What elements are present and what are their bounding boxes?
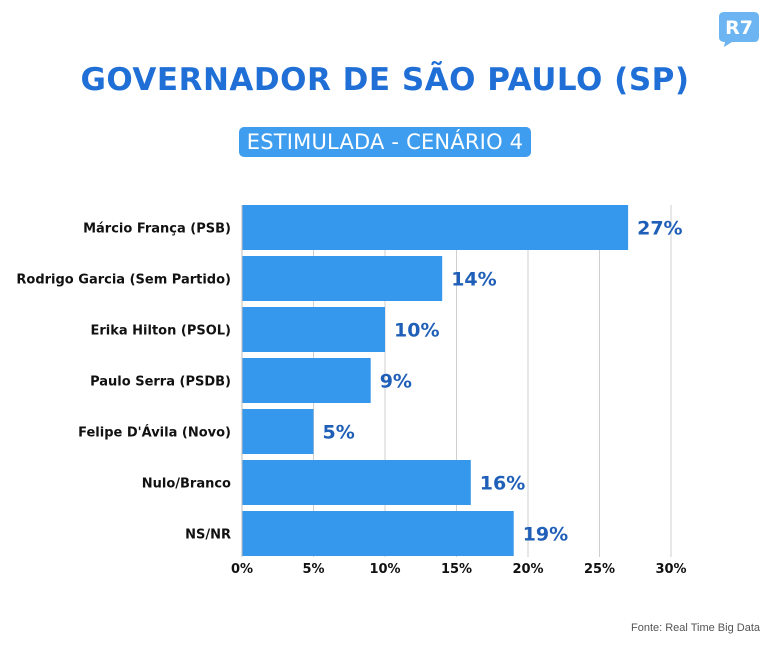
r7-logo: R7 — [719, 12, 759, 47]
x-tick-label: 0% — [231, 562, 253, 577]
category-label: Márcio França (PSB) — [83, 222, 231, 237]
category-label: Felipe D'Ávila (Novo) — [78, 425, 231, 441]
x-tick-label: 25% — [584, 562, 615, 577]
x-tick-label: 20% — [512, 562, 543, 577]
bar-chart: Márcio França (PSB) 27% Rodrigo Garcia (Se… — [16, 205, 687, 577]
x-tick-label: 5% — [302, 562, 324, 577]
value-label: 5% — [323, 422, 355, 444]
page-title: GOVERNADOR DE SÃO PAULO (SP) — [80, 62, 690, 98]
bar — [242, 460, 471, 505]
bar — [242, 358, 371, 403]
x-tick-label: 10% — [369, 562, 400, 577]
x-tick-label: 15% — [441, 562, 472, 577]
bar — [242, 511, 514, 556]
bar — [242, 256, 443, 301]
value-label: 27% — [637, 218, 682, 240]
bar — [242, 205, 629, 250]
value-label: 14% — [451, 269, 496, 291]
value-label: 10% — [394, 320, 439, 342]
bar — [242, 307, 385, 352]
category-label: Paulo Serra (PSDB) — [90, 375, 231, 390]
logo-text: R7 — [725, 17, 753, 39]
category-label: Nulo/Branco — [142, 477, 231, 492]
x-tick-label: 30% — [655, 562, 686, 577]
logo-badge-shape — [719, 12, 759, 47]
value-label: 19% — [523, 524, 568, 546]
value-label: 16% — [480, 473, 525, 495]
source-note: Fonte: Real Time Big Data — [630, 622, 760, 634]
category-label: Rodrigo Garcia (Sem Partido) — [16, 273, 231, 288]
value-label: 9% — [380, 371, 412, 393]
category-label: Erika Hilton (PSOL) — [90, 324, 231, 339]
bar — [242, 409, 314, 454]
category-label: NS/NR — [185, 528, 231, 543]
scenario-badge: ESTIMULADA - CENÁRIO 4 — [238, 127, 532, 157]
